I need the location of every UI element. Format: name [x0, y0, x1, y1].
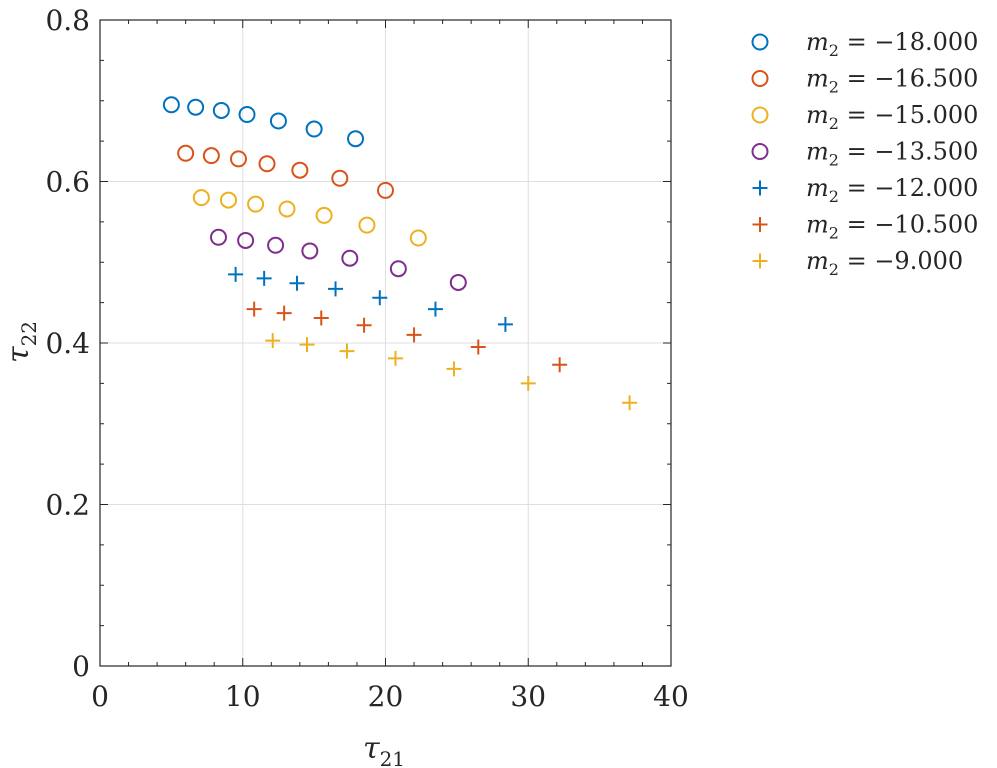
series-3	[209, 228, 467, 291]
data-point	[356, 317, 372, 333]
data-point	[212, 101, 230, 119]
legend-label: m2 = −18.000	[806, 28, 978, 60]
legend-entry: m2 = −16.500	[751, 65, 978, 97]
legend-label: m2 = −9.000	[806, 247, 963, 279]
data-point	[313, 310, 329, 326]
legend-marker	[751, 33, 769, 51]
y-tick-label: 0.6	[45, 166, 90, 199]
data-point	[339, 343, 355, 359]
legend-label: m2 = −10.500	[806, 211, 978, 243]
legend-entry: m2 = −18.000	[751, 28, 978, 60]
legend-entry: m2 = −10.500	[752, 211, 978, 243]
x-tick-label: 10	[225, 680, 261, 713]
data-point	[347, 130, 365, 148]
legend-marker	[751, 106, 769, 124]
data-point	[276, 305, 292, 321]
legend-entry: m2 = −15.000	[751, 101, 978, 133]
series-5	[246, 301, 568, 373]
axis-labels: τ21 τ22	[1, 321, 405, 768]
x-tick-label: 0	[91, 680, 109, 713]
data-point	[267, 236, 285, 254]
legend: m2 = −18.000 m2 = −16.500 m2 = −15.000 m2 =…	[751, 28, 978, 279]
data-point	[238, 105, 256, 123]
data-markers	[162, 96, 638, 411]
data-point	[552, 357, 568, 373]
data-point	[258, 155, 276, 173]
legend-entry: m2 = −12.000	[752, 174, 978, 206]
data-point	[331, 169, 349, 187]
data-point	[177, 144, 195, 162]
axis-ticks	[99, 19, 672, 667]
data-point	[202, 147, 220, 165]
tick-labels: 0 10 20 30 40 0 0.2 0.4 0.6 0.8	[45, 4, 688, 713]
y-tick-label: 0.4	[45, 327, 90, 360]
legend-marker	[751, 143, 769, 160]
data-point	[291, 161, 309, 179]
x-axis-label: τ21	[363, 731, 405, 768]
data-point	[446, 361, 462, 377]
data-point	[305, 120, 323, 138]
data-point	[278, 200, 296, 218]
data-point	[427, 301, 443, 317]
data-point	[265, 333, 281, 349]
x-tick-label: 20	[368, 680, 404, 713]
data-point	[470, 339, 486, 355]
data-point	[520, 375, 536, 391]
data-point	[247, 195, 265, 213]
legend-entry: m2 = −13.500	[751, 138, 978, 170]
data-point	[315, 206, 333, 224]
legend-label: m2 = −16.500	[806, 65, 978, 97]
data-point	[237, 231, 255, 249]
data-point	[497, 316, 513, 332]
data-point	[409, 229, 427, 247]
series-1	[177, 144, 394, 199]
data-point	[328, 281, 344, 297]
legend-marker	[752, 217, 768, 232]
legend-entry: m2 = −9.000	[752, 247, 963, 279]
data-point	[301, 242, 319, 260]
data-point	[389, 260, 407, 278]
legend-marker	[751, 70, 769, 87]
data-point	[622, 395, 638, 411]
data-point	[219, 191, 237, 209]
legend-label: m2 = −13.500	[806, 138, 978, 170]
y-tick-label: 0.8	[45, 4, 90, 37]
series-6	[265, 333, 638, 411]
legend-marker	[752, 180, 768, 196]
series-0	[162, 96, 365, 148]
legend-label: m2 = −12.000	[806, 174, 978, 206]
data-point	[162, 96, 180, 114]
series-4	[228, 266, 513, 332]
series-2	[192, 189, 427, 247]
x-tick-label: 30	[510, 680, 546, 713]
data-point	[228, 266, 244, 282]
data-point	[209, 228, 227, 246]
y-axis-label: τ22	[1, 321, 41, 363]
data-point	[406, 327, 422, 343]
data-point	[299, 337, 315, 353]
data-point	[449, 273, 467, 291]
data-point	[256, 270, 272, 286]
legend-label: m2 = −15.000	[806, 101, 978, 133]
x-tick-label: 40	[653, 680, 689, 713]
data-point	[372, 290, 388, 306]
data-point	[377, 181, 394, 199]
y-tick-label: 0	[72, 650, 90, 683]
grid-lines	[100, 20, 671, 666]
y-tick-label: 0.2	[45, 489, 90, 522]
data-point	[289, 275, 305, 291]
data-point	[192, 189, 210, 207]
data-point	[229, 150, 247, 168]
legend-marker	[752, 253, 768, 269]
data-point	[341, 249, 359, 267]
data-point	[246, 301, 262, 317]
data-point	[387, 350, 403, 366]
data-point	[358, 216, 376, 234]
data-point	[269, 112, 287, 130]
data-point	[187, 98, 205, 116]
